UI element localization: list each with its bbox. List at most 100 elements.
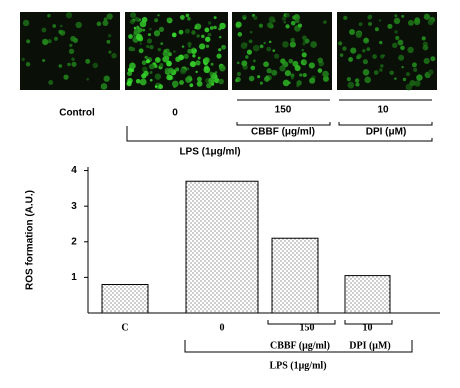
cell <box>189 83 194 88</box>
cell <box>205 44 210 48</box>
cell <box>211 74 216 79</box>
cell <box>252 59 256 63</box>
cell <box>266 46 272 52</box>
cell <box>394 30 398 34</box>
cell <box>423 57 430 65</box>
cell <box>216 53 222 59</box>
cell <box>290 76 294 80</box>
cell <box>134 16 139 22</box>
cell <box>380 64 384 68</box>
cell <box>197 56 201 60</box>
cell <box>422 44 429 51</box>
cell <box>86 78 89 81</box>
cell <box>21 57 25 62</box>
cell <box>145 59 151 64</box>
cell <box>289 41 296 48</box>
cell <box>195 70 198 74</box>
cell <box>271 69 278 76</box>
cell <box>362 49 366 53</box>
cell <box>264 76 270 82</box>
cell <box>159 63 164 68</box>
cell <box>175 67 180 72</box>
cell <box>379 68 383 72</box>
bracket <box>184 320 413 353</box>
cell <box>343 15 348 20</box>
panel-label: Control <box>59 108 95 119</box>
cell <box>149 78 153 82</box>
cell <box>358 22 363 27</box>
cell <box>253 15 258 20</box>
cell <box>52 24 57 28</box>
cell <box>41 38 49 46</box>
group-label: DPI (μM) <box>366 127 407 138</box>
cell <box>235 76 241 82</box>
cell <box>267 22 274 29</box>
cell <box>130 68 135 73</box>
cell <box>149 71 153 74</box>
cell <box>205 36 211 43</box>
chart: ROS formation (A.U.) CBBF (μg/ml) DPI (μ… <box>25 165 440 371</box>
cell <box>373 70 379 75</box>
cell <box>317 68 323 73</box>
cell <box>71 61 77 67</box>
cell <box>423 13 430 20</box>
cell <box>309 77 316 84</box>
cell <box>199 43 206 50</box>
cell <box>290 73 295 78</box>
cell <box>149 45 154 50</box>
cell <box>274 53 280 59</box>
group-label: LPS (1μg/ml) <box>179 147 240 158</box>
cell <box>387 23 393 29</box>
cell <box>162 50 169 57</box>
cell <box>188 44 192 48</box>
panel-label: 150 <box>275 105 292 116</box>
cell <box>362 59 368 65</box>
cell <box>268 16 276 23</box>
y-tick-label: 4 <box>71 165 77 176</box>
cell <box>284 70 291 77</box>
cell <box>302 35 307 41</box>
cell <box>135 78 141 84</box>
micrograph <box>232 12 332 90</box>
cell <box>213 16 217 20</box>
cell <box>130 12 137 19</box>
cell <box>133 26 137 30</box>
cell <box>252 44 260 52</box>
cell <box>203 66 211 74</box>
cell <box>195 60 201 66</box>
cell <box>368 14 373 18</box>
cell <box>138 18 142 22</box>
x-tick-label: 150 <box>300 322 315 333</box>
cell <box>394 77 397 80</box>
x-tick-label: 0 <box>220 322 225 333</box>
cell <box>207 32 212 37</box>
cell <box>427 19 434 26</box>
cell <box>241 60 248 67</box>
cell <box>144 55 148 60</box>
cell <box>106 39 111 44</box>
cell <box>175 56 181 62</box>
micrograph <box>337 12 437 91</box>
cell <box>380 54 385 59</box>
cell <box>372 54 377 59</box>
cell <box>191 30 196 35</box>
cell <box>355 31 363 39</box>
cell <box>173 50 176 53</box>
group-label: LPS (1μg/ml) <box>269 360 326 371</box>
cell <box>194 23 202 30</box>
cell <box>163 49 167 53</box>
cell <box>111 53 117 59</box>
cell <box>143 70 149 77</box>
bracket <box>126 99 433 142</box>
cell <box>308 62 315 69</box>
cell <box>409 79 416 87</box>
cell <box>65 12 73 19</box>
cell <box>218 48 222 52</box>
cell <box>59 24 63 28</box>
group-label: CBBF (μg/ml) <box>270 340 330 351</box>
cell <box>294 18 300 24</box>
cell <box>405 72 411 77</box>
cell <box>146 38 153 44</box>
cell <box>185 28 190 34</box>
cell <box>26 39 31 44</box>
